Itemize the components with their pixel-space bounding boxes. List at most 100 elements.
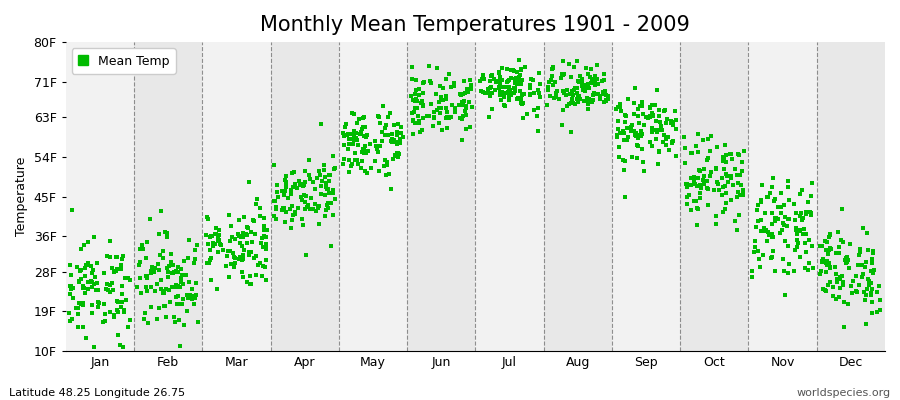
Point [158,286,173,293]
Point [754,228,769,234]
Point [225,250,239,256]
Point [732,152,746,158]
Point [777,202,791,208]
Point [380,158,394,165]
Point [386,122,400,128]
Point [392,150,407,157]
Point [832,250,846,256]
Point [759,227,773,234]
Point [222,212,237,218]
Point [347,157,362,163]
Point [758,210,772,216]
Point [464,104,479,110]
Point [687,181,701,187]
Point [635,158,650,165]
Point [502,88,517,95]
Point [746,249,760,255]
Point [63,286,77,292]
Point [342,136,356,142]
Point [774,204,788,210]
Point [691,167,706,174]
Point [185,293,200,299]
Point [439,114,454,121]
Point [664,120,679,126]
Point [267,213,282,220]
Point [636,121,651,128]
Point [718,142,733,148]
Point [424,100,438,107]
Point [156,248,170,254]
Point [724,197,738,204]
Point [157,303,171,309]
Point [833,237,848,243]
Point [500,78,514,85]
Point [865,286,879,292]
Point [452,102,466,108]
Point [324,200,338,206]
Point [484,73,499,80]
Point [716,154,730,160]
Point [690,149,705,156]
Point [766,175,780,181]
Point [188,247,202,254]
Point [77,285,92,291]
Point [824,246,838,252]
Point [475,72,490,78]
Point [411,118,426,124]
Point [613,104,627,111]
Point [191,318,205,325]
Point [651,127,665,133]
Point [139,284,153,290]
Bar [475,42,544,351]
Point [781,260,796,267]
Point [356,146,371,152]
Point [572,99,586,105]
Point [77,242,92,248]
Point [116,253,130,260]
Point [78,272,93,279]
Point [818,259,832,265]
Point [81,286,95,292]
Point [157,289,171,296]
Point [697,173,711,179]
Point [244,229,258,235]
Point [730,194,744,200]
Point [829,296,843,303]
Point [381,132,395,138]
Point [500,90,515,96]
Point [140,275,155,281]
Point [678,145,692,152]
Point [209,231,223,237]
Point [213,240,228,247]
Point [827,264,842,270]
Point [774,210,788,216]
Point [208,231,222,237]
Point [278,219,293,225]
Point [319,207,333,214]
Point [113,304,128,310]
Point [220,252,234,259]
Point [81,238,95,245]
Point [586,92,600,98]
Point [90,304,104,310]
Point [500,84,514,90]
Point [684,182,698,188]
Point [111,299,125,305]
Point [644,128,659,135]
Point [669,117,683,123]
Point [338,121,353,127]
Point [288,209,302,216]
Point [162,263,176,269]
Point [187,260,202,266]
Point [100,252,114,259]
Point [87,280,102,287]
Point [701,186,716,192]
Point [634,102,648,109]
Point [832,285,847,291]
Point [169,267,184,274]
Point [832,244,847,250]
Point [661,133,675,140]
Point [378,156,392,163]
Point [360,132,374,138]
Point [309,208,323,214]
